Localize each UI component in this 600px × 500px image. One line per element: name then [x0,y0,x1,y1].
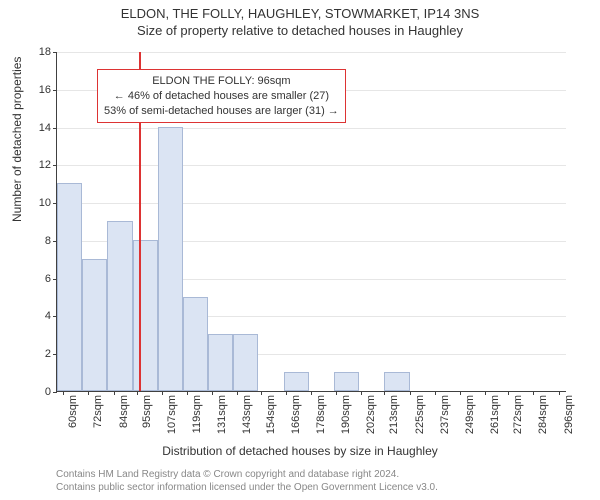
x-tick-mark [533,391,534,395]
x-tick-label: 119sqm [191,395,203,433]
histogram-plot: 024681012141618ELDON THE FOLLY: 96sqm← 4… [56,52,566,392]
annotation-line2: ← 46% of detached houses are smaller (27… [104,89,339,104]
y-tick-mark [53,392,57,393]
y-tick-label: 8 [45,235,51,247]
x-tick-mark [460,391,461,395]
x-tick-label: 202sqm [365,395,377,434]
y-tick-label: 14 [39,122,51,134]
title-line1: ELDON, THE FOLLY, HAUGHLEY, STOWMARKET, … [0,6,600,21]
y-tick-label: 6 [45,273,51,285]
x-tick-label: 166sqm [290,395,302,434]
x-tick-mark [237,391,238,395]
y-tick-label: 12 [39,159,51,171]
footer-line1: Contains HM Land Registry data © Crown c… [56,469,438,482]
annotation-box: ELDON THE FOLLY: 96sqm← 46% of detached … [97,69,346,124]
y-tick-label: 2 [45,348,51,360]
x-tick-mark [63,391,64,395]
x-tick-mark [137,391,138,395]
annotation-line1: ELDON THE FOLLY: 96sqm [104,74,339,89]
x-tick-label: 131sqm [216,395,228,434]
y-tick-label: 18 [39,46,51,58]
histogram-bar [208,334,233,391]
x-tick-mark [187,391,188,395]
x-tick-label: 72sqm [92,395,104,428]
x-tick-label: 237sqm [439,395,451,434]
x-tick-mark [212,391,213,395]
gridline [57,128,566,129]
x-tick-label: 95sqm [141,395,153,428]
y-tick-mark [53,128,57,129]
x-tick-mark [508,391,509,395]
y-axis-label: Number of detached properties [10,57,24,222]
x-tick-label: 143sqm [241,395,253,434]
gridline [57,203,566,204]
x-axis-label: Distribution of detached houses by size … [0,444,600,458]
footer-attribution: Contains HM Land Registry data © Crown c… [56,469,438,494]
histogram-bar [384,372,409,391]
annotation-line3: 53% of semi-detached houses are larger (… [104,104,339,119]
x-tick-label: 296sqm [563,395,575,434]
gridline [57,52,566,53]
x-tick-mark [311,391,312,395]
histogram-bar [133,240,158,391]
histogram-bar [57,183,82,391]
y-tick-label: 4 [45,310,51,322]
y-tick-mark [53,165,57,166]
histogram-bar [284,372,309,391]
footer-line2: Contains public sector information licen… [56,482,438,495]
x-tick-mark [384,391,385,395]
x-tick-label: 213sqm [388,395,400,434]
x-tick-label: 261sqm [489,395,501,434]
histogram-bar [82,259,107,391]
x-tick-label: 154sqm [265,395,277,434]
x-tick-mark [286,391,287,395]
histogram-bar [107,221,132,391]
x-tick-mark [361,391,362,395]
y-tick-mark [53,90,57,91]
x-tick-label: 190sqm [340,395,352,434]
histogram-bar [183,297,208,391]
x-tick-label: 60sqm [67,395,79,428]
x-tick-label: 178sqm [315,395,327,434]
x-tick-label: 284sqm [537,395,549,434]
histogram-bar [233,334,258,391]
x-tick-mark [162,391,163,395]
x-tick-mark [559,391,560,395]
y-tick-label: 10 [39,197,51,209]
x-tick-mark [261,391,262,395]
y-tick-label: 0 [45,386,51,398]
histogram-bar [334,372,359,391]
x-tick-mark [114,391,115,395]
y-tick-label: 16 [39,84,51,96]
x-tick-mark [88,391,89,395]
x-tick-label: 225sqm [414,395,426,434]
x-tick-label: 272sqm [512,395,524,434]
x-tick-mark [435,391,436,395]
x-tick-mark [485,391,486,395]
x-tick-label: 249sqm [464,395,476,434]
x-tick-label: 84sqm [118,395,130,428]
y-tick-mark [53,52,57,53]
x-tick-mark [336,391,337,395]
title-line2: Size of property relative to detached ho… [0,23,600,38]
histogram-bar [158,127,183,391]
x-tick-mark [410,391,411,395]
chart-title: ELDON, THE FOLLY, HAUGHLEY, STOWMARKET, … [0,6,600,38]
gridline [57,165,566,166]
x-tick-label: 107sqm [166,395,178,434]
